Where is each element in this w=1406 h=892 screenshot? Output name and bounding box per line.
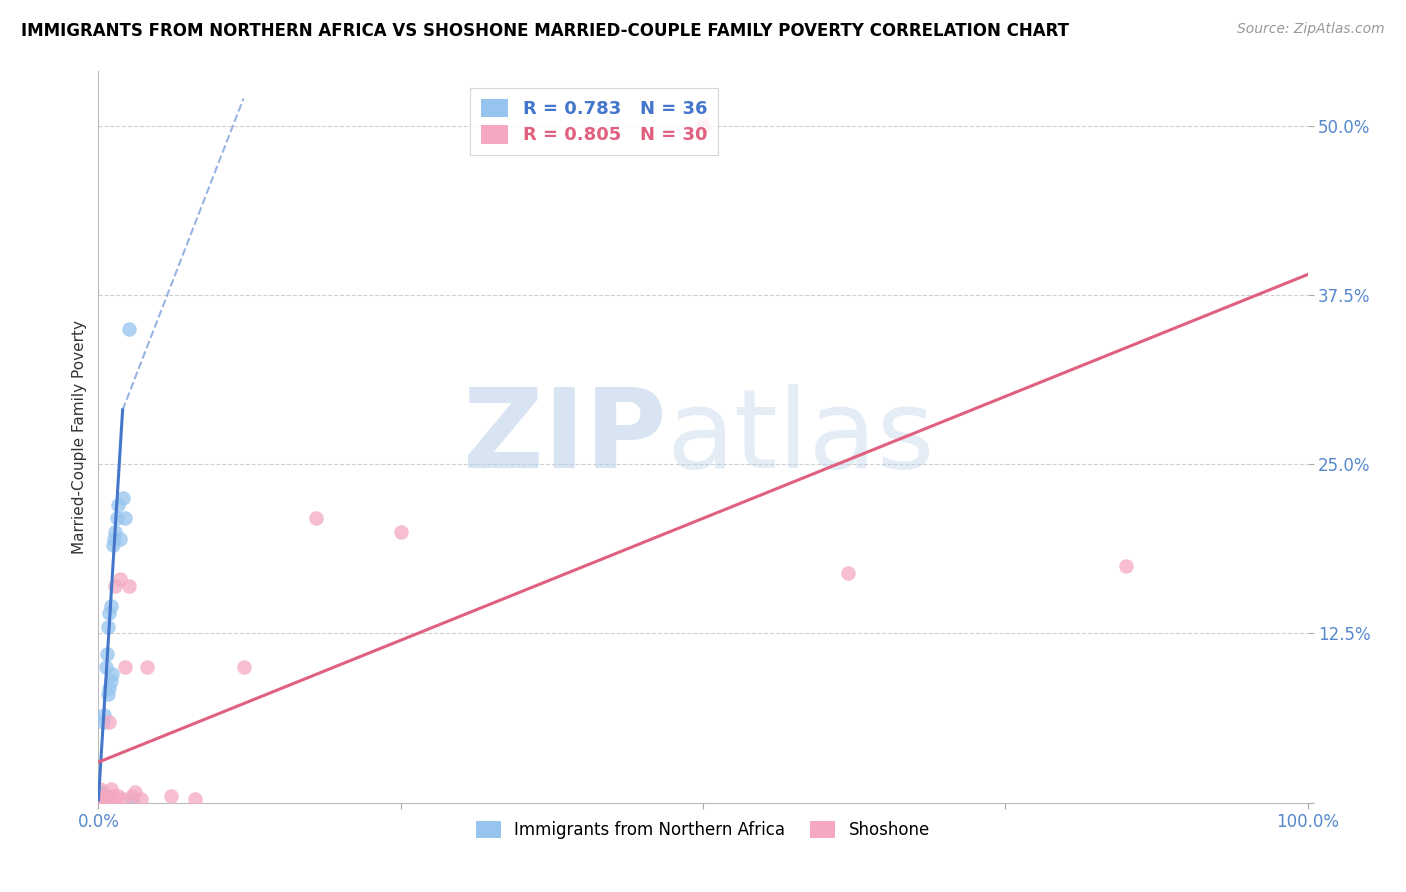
Point <box>160 789 183 803</box>
Point <box>90 789 112 803</box>
Point <box>97 688 120 702</box>
Point <box>91 793 114 807</box>
Point <box>91 789 114 803</box>
Point <box>91 714 114 729</box>
Point <box>114 660 136 674</box>
Point <box>89 788 111 802</box>
Point <box>93 791 115 805</box>
Point <box>118 322 141 336</box>
Point <box>96 791 118 805</box>
Point <box>100 667 122 681</box>
Point <box>100 599 122 614</box>
Point <box>108 532 131 546</box>
Point <box>114 511 136 525</box>
Point <box>101 789 124 803</box>
Point <box>90 786 112 800</box>
Point <box>184 791 207 805</box>
Point <box>104 524 127 539</box>
Point <box>121 789 143 803</box>
Point <box>89 790 111 805</box>
Y-axis label: Married-Couple Family Poverty: Married-Couple Family Poverty <box>72 320 87 554</box>
Point <box>305 511 328 525</box>
Point <box>96 790 118 805</box>
Point <box>232 660 254 674</box>
Point <box>97 620 120 634</box>
Point <box>90 793 112 807</box>
Point <box>91 785 114 799</box>
Point <box>104 579 127 593</box>
Point <box>93 707 115 722</box>
Point <box>111 491 134 505</box>
Point <box>96 647 118 661</box>
Point <box>93 788 115 802</box>
Point <box>105 511 128 525</box>
Point <box>124 785 146 799</box>
Point <box>1115 558 1137 573</box>
Point <box>100 782 122 797</box>
Point <box>103 532 125 546</box>
Point <box>91 790 114 805</box>
Point <box>91 791 114 805</box>
Point <box>91 789 114 803</box>
Legend: Immigrants from Northern Africa, Shoshone: Immigrants from Northern Africa, Shoshon… <box>470 814 936 846</box>
Point <box>89 793 111 807</box>
Point <box>108 572 131 586</box>
Point <box>692 119 714 133</box>
Point <box>91 791 114 805</box>
Point <box>129 791 152 805</box>
Text: ZIP: ZIP <box>464 384 666 491</box>
Point <box>389 524 412 539</box>
Point <box>98 681 121 695</box>
Point <box>118 579 141 593</box>
Text: Source: ZipAtlas.com: Source: ZipAtlas.com <box>1237 22 1385 37</box>
Point <box>93 791 115 805</box>
Point <box>98 606 121 620</box>
Point <box>94 789 117 803</box>
Point <box>98 714 121 729</box>
Point <box>100 673 122 688</box>
Point <box>89 782 111 797</box>
Point <box>121 793 143 807</box>
Point <box>90 791 112 805</box>
Point <box>94 660 117 674</box>
Point <box>135 660 157 674</box>
Point <box>97 791 120 805</box>
Point <box>111 791 134 805</box>
Point <box>101 538 124 552</box>
Point <box>107 498 129 512</box>
Point <box>107 789 129 803</box>
Point <box>837 566 859 580</box>
Text: IMMIGRANTS FROM NORTHERN AFRICA VS SHOSHONE MARRIED-COUPLE FAMILY POVERTY CORREL: IMMIGRANTS FROM NORTHERN AFRICA VS SHOSH… <box>21 22 1069 40</box>
Text: atlas: atlas <box>666 384 935 491</box>
Point <box>94 789 117 803</box>
Point <box>89 793 111 807</box>
